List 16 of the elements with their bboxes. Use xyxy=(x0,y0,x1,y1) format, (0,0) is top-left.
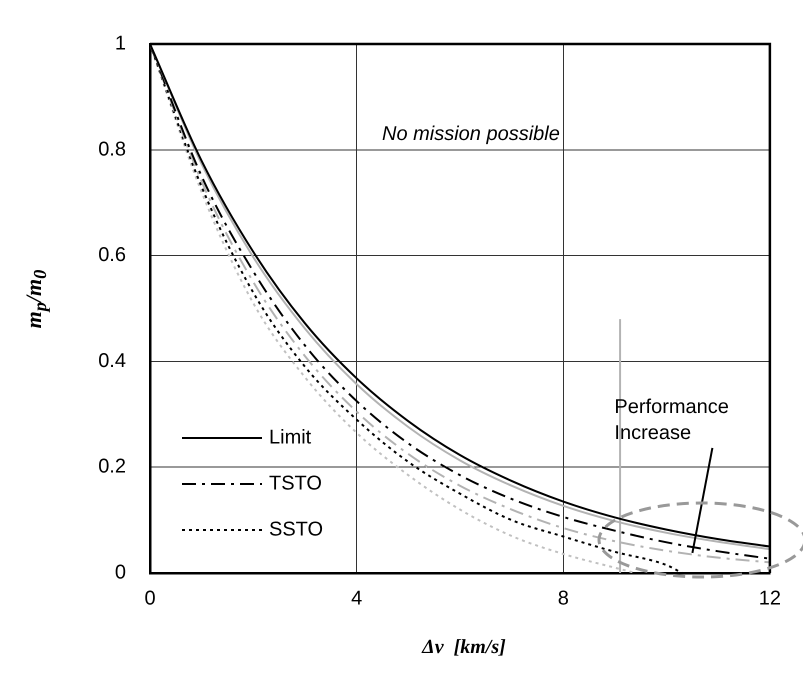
y-tick-label: 1 xyxy=(114,32,126,55)
x-tick-label: 4 xyxy=(351,588,362,610)
legend-label: TSTO xyxy=(269,472,322,495)
x-tick-label: 0 xyxy=(144,588,156,610)
annotation: Performance Increase xyxy=(614,396,729,444)
legend-label: Limit xyxy=(269,426,312,449)
x-tick-label: 8 xyxy=(558,588,569,610)
annotation: No mission possible xyxy=(381,123,561,146)
y-tick-label: 0.2 xyxy=(98,456,126,478)
x-tick-label: 12 xyxy=(758,588,781,610)
y-tick-label: 0.4 xyxy=(98,350,126,372)
y-tick-label: 0.6 xyxy=(98,244,126,266)
y-tick-label: 0 xyxy=(114,562,126,584)
y-tick-label: 0.8 xyxy=(98,138,126,160)
x-axis-title: Δv [km/s] xyxy=(420,636,507,659)
legend-label: SSTO xyxy=(269,518,324,541)
